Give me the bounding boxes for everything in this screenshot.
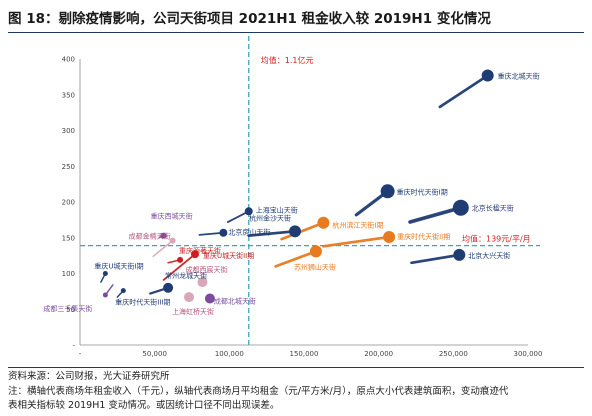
point-label: 成都金楠天街 <box>129 232 171 241</box>
point-label: 重庆源著天街 <box>179 246 221 255</box>
x-tick-label: 150,000 <box>290 350 319 358</box>
source-note: 资料来源：公司财报，光大证券研究所 <box>8 371 170 382</box>
point-label: 常州龙城天街 <box>165 271 207 280</box>
x-tick-label: 50,000 <box>142 350 167 358</box>
change-trail <box>280 221 325 241</box>
bubble-point <box>452 199 469 216</box>
bubble-point <box>169 237 176 244</box>
change-trail <box>152 239 174 258</box>
bubble-point <box>453 248 466 261</box>
y-tick-label: 200 <box>62 199 75 207</box>
bubble-point <box>204 293 215 304</box>
point-label: 北京房山天街 <box>228 228 270 237</box>
x-tick-label: 100,000 <box>215 350 244 358</box>
point-label: 重庆U城天街I期 <box>94 262 143 271</box>
point-label: 成都三千集天街 <box>43 304 92 313</box>
bubble-point <box>190 250 199 259</box>
point-label: 成都西宸天街 <box>185 265 227 274</box>
y-tick-label: 400 <box>62 56 75 64</box>
y-tick-label: 50 <box>66 306 75 314</box>
bubble-point <box>102 271 108 276</box>
mean-x-label: 均值：1.1亿元 <box>261 55 314 65</box>
bubble-point <box>383 231 396 244</box>
change-trail <box>162 253 196 281</box>
y-tick-label: 350 <box>62 91 75 99</box>
footer-divider <box>8 367 584 368</box>
bubble-point <box>481 69 494 82</box>
point-label: 杭州金沙天街 <box>249 213 291 222</box>
change-trail <box>408 205 463 224</box>
chart-note-line-2: 表相关指标较 2019H1 变动情况。或因统计口径不同出现误差。 <box>8 400 280 411</box>
bubble-point <box>244 207 253 216</box>
point-label: 上海虹桥天街 <box>172 307 214 316</box>
bubble-point <box>120 288 126 294</box>
point-label: 重庆西城天街 <box>151 212 193 221</box>
x-tick-label: 250,000 <box>439 350 468 358</box>
bubble-point <box>219 228 228 237</box>
scatter-chart: - 50 100 150 200 250 300 350 400 - 50,000 100,000 15… <box>43 36 543 358</box>
point-label: 北京大兴天街 <box>468 251 510 260</box>
bubble-point <box>309 245 322 258</box>
bubble-point <box>102 292 108 298</box>
point-label: 重庆U城天街II期 <box>203 251 254 260</box>
point-label: 杭州滨江天街I期 <box>332 221 383 230</box>
bubble-point <box>289 225 302 238</box>
mean-y-label: 均值：139元/平/月 <box>462 234 531 244</box>
x-tick-label: - <box>79 350 82 358</box>
bubble-point <box>184 292 195 303</box>
change-trail <box>247 229 297 237</box>
y-tick-label: 250 <box>62 163 75 171</box>
point-label: 北京长楹天街 <box>472 204 514 213</box>
point-label: 成都北城天街 <box>214 297 256 306</box>
y-tick-label: 150 <box>62 234 75 242</box>
change-trail <box>274 249 318 268</box>
bubble-point <box>177 256 184 263</box>
y-tick-label: - <box>72 342 75 350</box>
figure-title: 图 18：剔除疫情影响，公司天街项目 2021H1 租金收入较 2019H1 变… <box>8 11 491 27</box>
point-label: 重庆时代天街II期 <box>397 232 450 241</box>
y-tick-label: 100 <box>62 270 75 278</box>
bubble-point <box>197 277 208 288</box>
x-tick-label: 200,000 <box>364 350 393 358</box>
point-label: 苏州狮山天街 <box>294 262 336 271</box>
point-label: 重庆北城天街 <box>498 71 540 80</box>
x-tick-label: 300,000 <box>514 350 543 358</box>
change-trail <box>322 235 391 248</box>
bubble-point <box>380 184 395 199</box>
change-trail <box>410 253 461 265</box>
point-label: 重庆时代天街I期 <box>397 187 448 196</box>
point-label: 上海宝山天街 <box>256 205 298 214</box>
bubble-point <box>160 232 167 239</box>
title-divider <box>8 32 584 33</box>
bubble-point <box>317 216 330 229</box>
y-tick-label: 300 <box>62 127 75 135</box>
point-label: 重庆时代天街III期 <box>115 298 170 307</box>
change-trail <box>438 74 490 109</box>
chart-note-line-1: 注：横轴代表商场年租金收入（千元），纵轴代表商场月平均租金（元/平方米/月），原… <box>8 386 509 397</box>
bubble-point <box>163 282 174 293</box>
